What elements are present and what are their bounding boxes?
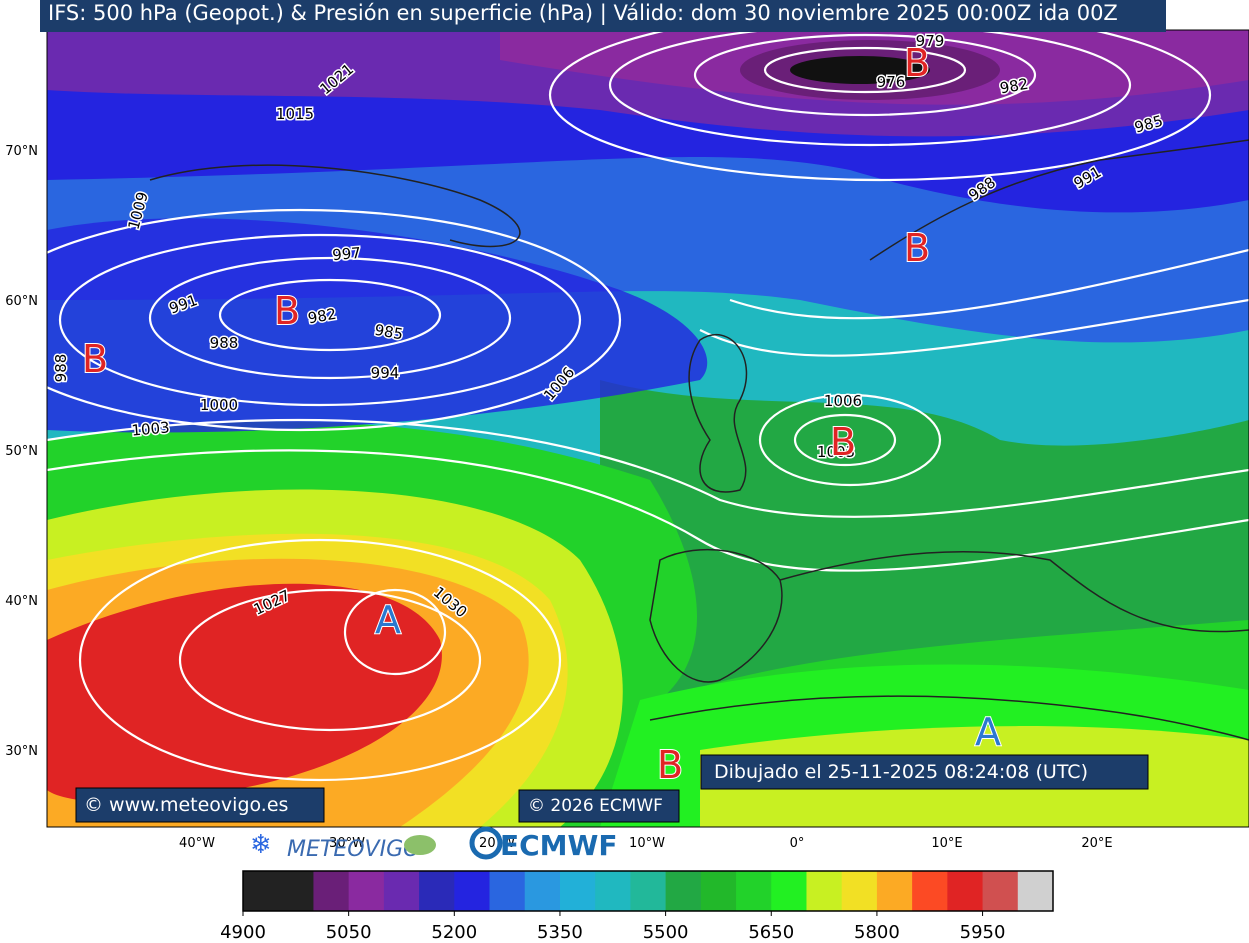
ecmwf-icon: [469, 826, 503, 860]
colorbar-swatch: [559, 871, 596, 911]
isobar-label: 1006: [824, 392, 862, 410]
colorbar-swatch: [630, 871, 667, 911]
lat-label: 30°N: [5, 744, 38, 759]
lon-label: 30°W: [329, 836, 365, 851]
credit-site: © www.meteovigo.es: [84, 794, 288, 816]
leaf-icon: [404, 835, 436, 855]
colorbar-swatch: [524, 871, 561, 911]
lon-label: 20°W: [479, 836, 515, 851]
map-field: [47, 30, 1249, 827]
colorbar-tick-label: 5950: [960, 922, 1006, 943]
lat-label: 70°N: [5, 144, 38, 159]
colorbar-swatch: [489, 871, 526, 911]
isobar-label: 1015: [276, 105, 314, 123]
pressure-center: B: [82, 337, 108, 381]
colorbar-swatch: [876, 871, 913, 911]
colorbar-tick-label: 5350: [537, 922, 583, 943]
lat-label: 40°N: [5, 594, 38, 609]
colorbar-frame: [242, 870, 1054, 912]
colorbar-swatch: [912, 871, 948, 911]
colorbar-swatch: [348, 871, 385, 911]
colorbar-swatch: [665, 871, 702, 911]
colorbar-tick-label: 4900: [220, 922, 266, 943]
isobar-label: 1003: [131, 418, 171, 439]
drawn-box: [700, 754, 1149, 790]
colorbar-swatch: [841, 871, 878, 911]
pressure-center: A: [975, 710, 1001, 754]
colorbar-swatch: [806, 871, 843, 911]
credit-box: [518, 789, 680, 823]
pressure-center: B: [657, 743, 683, 787]
colorbar-swatch: [243, 871, 279, 911]
isobar-label: 1003: [817, 443, 855, 461]
pressure-center: B: [904, 226, 930, 270]
title: IFS: 500 hPa (Geopot.) & Presión en supe…: [48, 1, 1118, 26]
isobar-label: 979: [916, 32, 945, 50]
snowflake-icon: ❄: [250, 830, 272, 860]
colorbar-swatch: [1017, 871, 1054, 911]
colorbar-swatch: [771, 871, 807, 911]
colorbar-tick-label: 5800: [854, 922, 900, 943]
credit-box: [75, 787, 325, 823]
lon-label: 10°E: [931, 836, 962, 851]
colorbar-tick-label: 5650: [748, 922, 794, 943]
lon-label: 40°W: [179, 836, 215, 851]
lat-label: 50°N: [5, 444, 38, 459]
colorbar-swatch: [982, 871, 1019, 911]
colorbar-swatch: [736, 871, 772, 911]
drawn-date: Dibujado el 25-11-2025 08:24:08 (UTC): [714, 761, 1088, 783]
logo-ecmwf: ECMWF: [500, 829, 618, 862]
isobar-label: 988: [52, 354, 70, 383]
lat-label: 60°N: [5, 294, 38, 309]
pressure-center: B: [274, 289, 300, 333]
logo-meteovigo: METEOVIGO: [287, 837, 420, 862]
pressure-center: B: [830, 420, 856, 464]
lon-label: 20°E: [1081, 836, 1112, 851]
isobar-label: 1000: [200, 396, 238, 414]
title-bar: [40, 0, 1166, 32]
pressure-center: B: [904, 41, 930, 85]
colorbar-swatch: [419, 871, 455, 911]
colorbar-swatch: [700, 871, 737, 911]
lon-label: 10°W: [629, 836, 665, 851]
isobar-label: 976: [877, 73, 906, 91]
colorbar-swatch: [383, 871, 420, 911]
colorbar-swatch: [313, 871, 350, 911]
credit-ecmwf: © 2026 ECMWF: [528, 796, 663, 816]
colorbar-tick-label: 5500: [643, 922, 689, 943]
colorbar-swatch: [947, 871, 984, 911]
colorbar-swatch: [454, 871, 491, 911]
isobar-label: 988: [210, 334, 239, 352]
colorbar-swatch: [278, 871, 314, 911]
isobar-label: 994: [371, 364, 400, 382]
pressure-center: A: [375, 598, 401, 642]
colorbar-swatch: [595, 871, 631, 911]
isobar-label: 997: [332, 244, 362, 264]
lon-label: 0°: [790, 836, 805, 851]
colorbar-tick-label: 5200: [431, 922, 477, 943]
colorbar-tick-label: 5050: [326, 922, 372, 943]
